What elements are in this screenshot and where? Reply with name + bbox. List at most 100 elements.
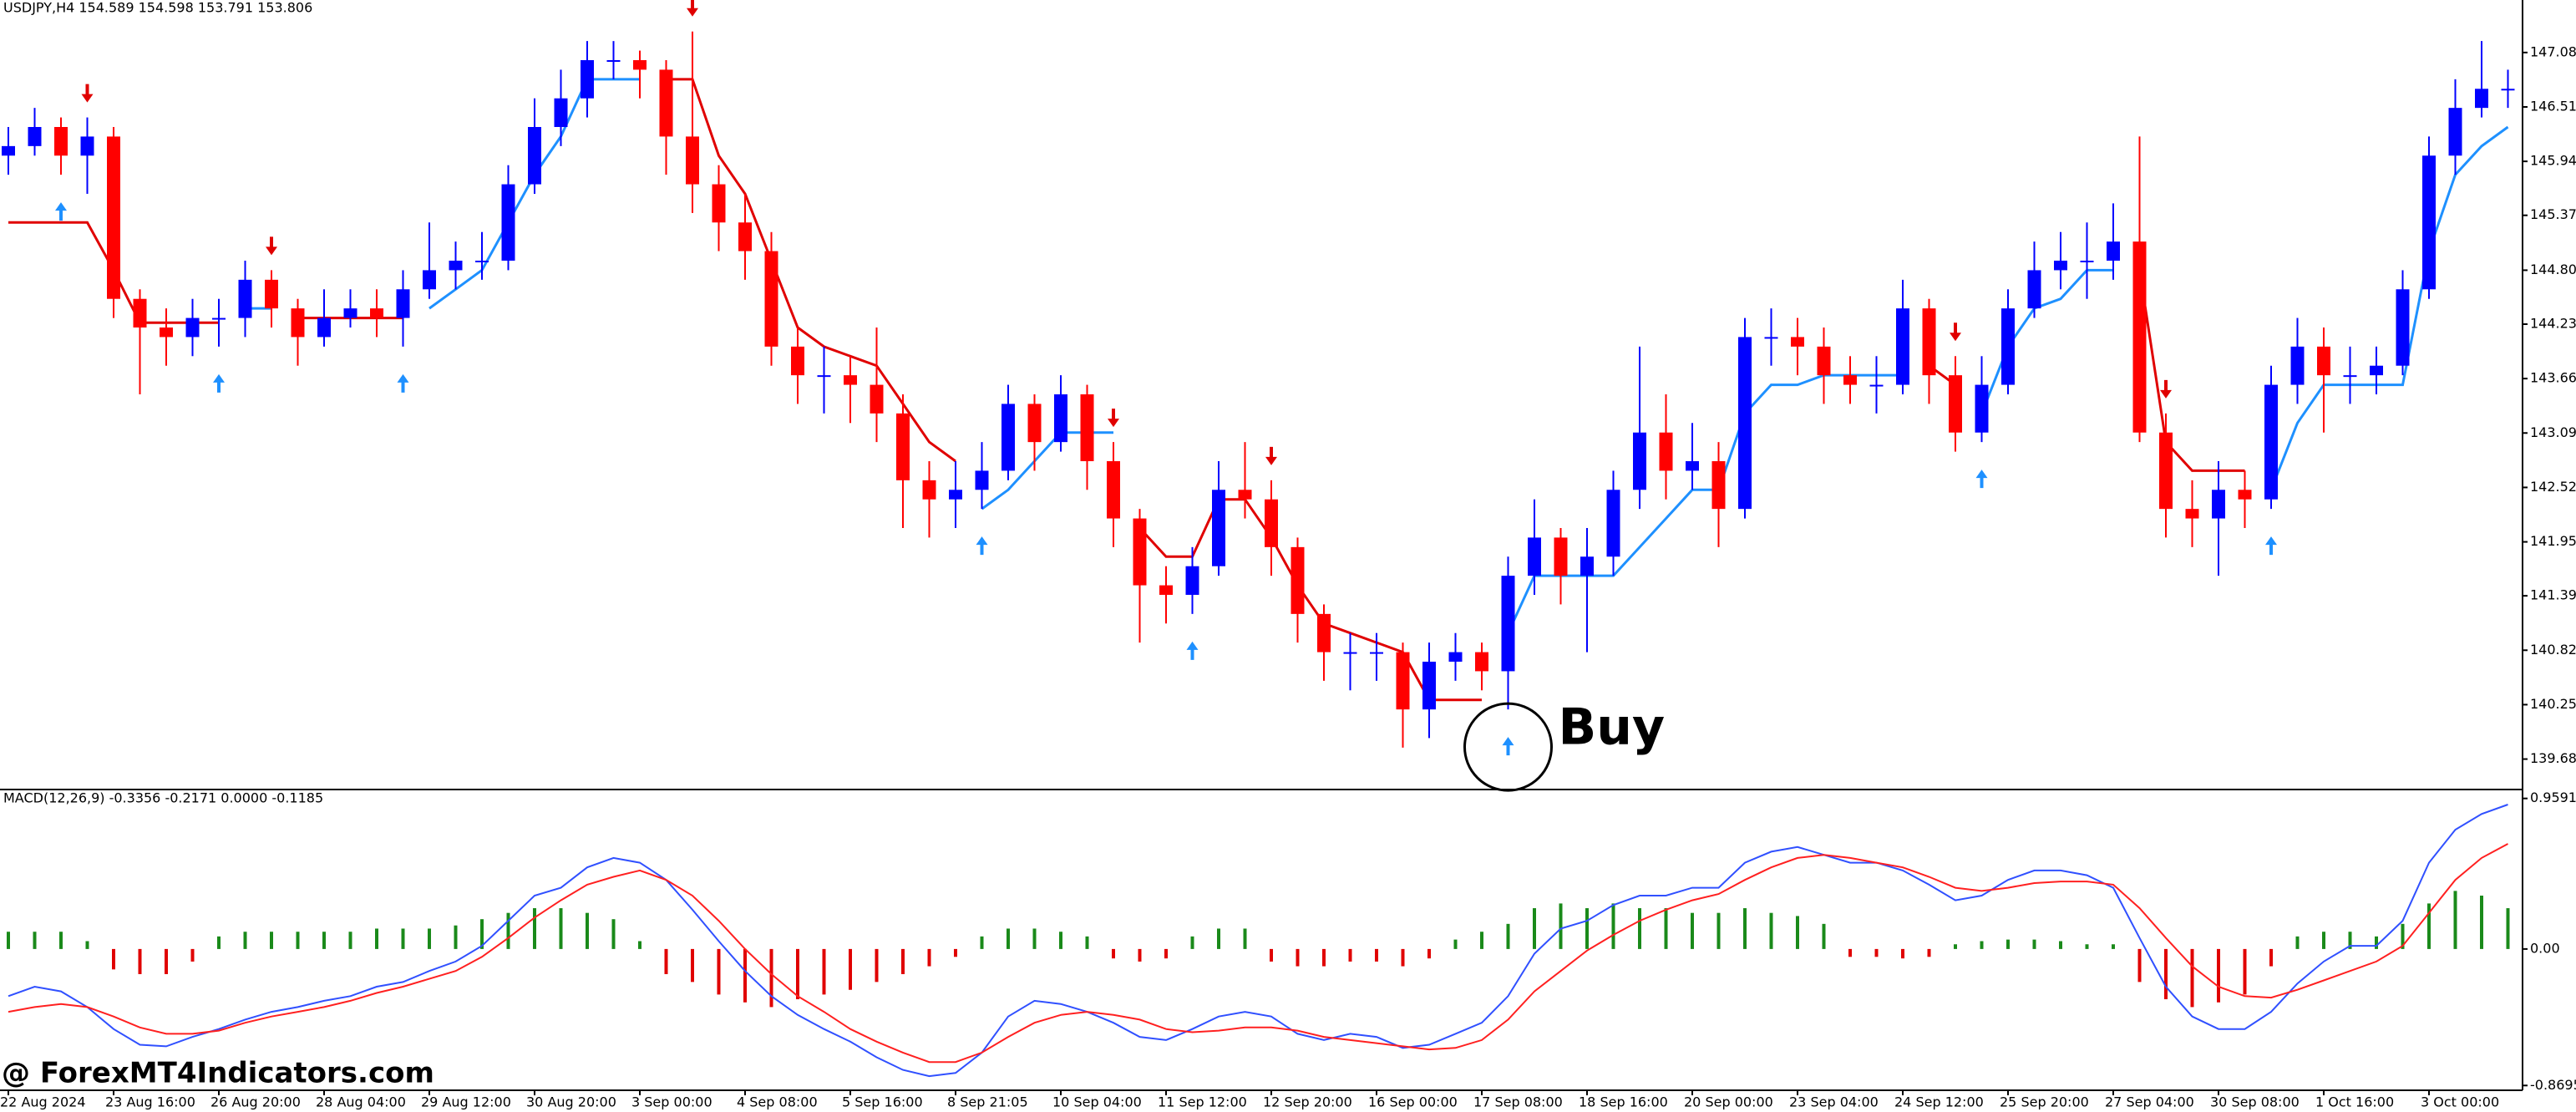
histogram-bar [1190, 936, 1194, 949]
candle-body [1528, 537, 1541, 576]
x-tick-label: 26 Aug 20:00 [210, 1094, 301, 1110]
candle-body [1764, 337, 1778, 339]
x-tick-label: 10 Sep 04:00 [1052, 1094, 1142, 1110]
histogram-bar [33, 932, 37, 949]
histogram-bar [112, 948, 115, 970]
histogram-bar [480, 919, 484, 949]
histogram-bar [506, 912, 510, 949]
histogram-bar [1691, 912, 1694, 949]
histogram-bar [2295, 936, 2300, 949]
candle-body [659, 69, 673, 137]
watermark: @ ForexMT4Indicators.com [2, 1057, 434, 1090]
candle-body [501, 184, 515, 261]
buy-arrow [55, 202, 67, 221]
histogram-bar [401, 928, 405, 949]
candle-body [1686, 461, 1699, 471]
histogram-bar [59, 932, 63, 949]
candle-body [817, 375, 831, 378]
candle-body [791, 346, 804, 376]
histogram-bar [980, 936, 984, 949]
sell-arrow [1108, 409, 1119, 428]
candle-body [1580, 556, 1594, 576]
candle-body [2185, 509, 2199, 519]
candle-body [54, 127, 68, 156]
candle-body [475, 261, 489, 262]
macd-line [8, 843, 2508, 1064]
sell-arrow [1265, 446, 1277, 465]
candle-body [686, 136, 699, 185]
candle-body [370, 308, 383, 318]
candle-body [1185, 566, 1199, 595]
sell-arrow [266, 236, 277, 256]
candle-body [212, 317, 226, 320]
candle-body [2212, 490, 2225, 519]
candle-body [581, 60, 594, 99]
x-tick-label: 29 Aug 12:00 [421, 1094, 511, 1110]
candle-body [2317, 346, 2330, 376]
histogram-bar [1007, 928, 1010, 949]
candle-body [291, 308, 305, 338]
candle-body [133, 298, 147, 328]
candle-body [1949, 375, 1962, 433]
y-tick-label: 144.800 [2530, 261, 2576, 277]
candle-body [1711, 461, 1726, 510]
histogram-bar [2164, 948, 2168, 1000]
x-tick-label: 23 Aug 16:00 [105, 1094, 195, 1110]
candle-body [1501, 576, 1515, 672]
candle-body [28, 127, 42, 146]
x-tick-label: 25 Sep 20:00 [2000, 1094, 2089, 1110]
candle-body [1896, 308, 1909, 385]
candle-body [2132, 241, 2147, 433]
histogram-bar [1453, 939, 1458, 949]
histogram-bar [822, 948, 826, 995]
histogram-bar [1217, 928, 1220, 949]
candle-body [2, 145, 15, 156]
y-tick-label: 145.940 [2530, 153, 2576, 169]
candle-body [764, 251, 778, 347]
histogram-bar [796, 948, 799, 1000]
candle-body [1080, 394, 1094, 461]
histogram-bar [2137, 948, 2142, 983]
histogram-bar [190, 948, 195, 962]
candle-body [423, 270, 436, 290]
y-tick-label: 0.9591 [2530, 790, 2576, 805]
histogram-bar [243, 932, 247, 949]
x-tick-label: 4 Sep 08:00 [737, 1094, 818, 1110]
candle-body [2159, 432, 2173, 510]
candle-body [606, 60, 621, 62]
y-tick-label: 141.955 [2530, 533, 2576, 549]
histogram-bar [2427, 903, 2431, 949]
candle-body [2501, 89, 2515, 91]
y-tick-label: 139.680 [2530, 750, 2576, 766]
chart-title: USDJPY,H4 154.589 154.598 153.791 153.80… [3, 0, 312, 16]
trail-down-line [2138, 270, 2245, 472]
histogram-bar [2322, 932, 2325, 949]
candle-body [1396, 652, 1410, 710]
candle-body [1027, 404, 1042, 443]
histogram-bar [691, 948, 694, 983]
candle-body [2080, 261, 2094, 262]
candle-body [2238, 490, 2252, 500]
histogram-bar [2480, 896, 2483, 949]
annotation-text: Buy [1559, 698, 1666, 757]
histogram-bar [664, 948, 668, 974]
buy-arrow [1502, 737, 1514, 756]
candle-body [2422, 155, 2436, 290]
buy-arrow [1975, 470, 1988, 489]
y-tick-label: 0.00 [2530, 940, 2560, 956]
candle-body [738, 222, 752, 251]
histogram-bar [901, 948, 905, 974]
candle-body [185, 317, 200, 338]
candle-body [870, 384, 884, 414]
histogram-bar [1506, 923, 1510, 949]
x-tick-label: 3 Sep 00:00 [631, 1094, 712, 1110]
candle-body [1265, 499, 1278, 547]
candle-body [238, 279, 252, 318]
histogram-bar [2348, 932, 2352, 949]
histogram-bar [1559, 903, 1563, 949]
histogram-bar [2401, 923, 2405, 949]
candle-body [449, 261, 463, 271]
candle-body [1238, 490, 1252, 500]
trail-up-line [2269, 125, 2509, 490]
